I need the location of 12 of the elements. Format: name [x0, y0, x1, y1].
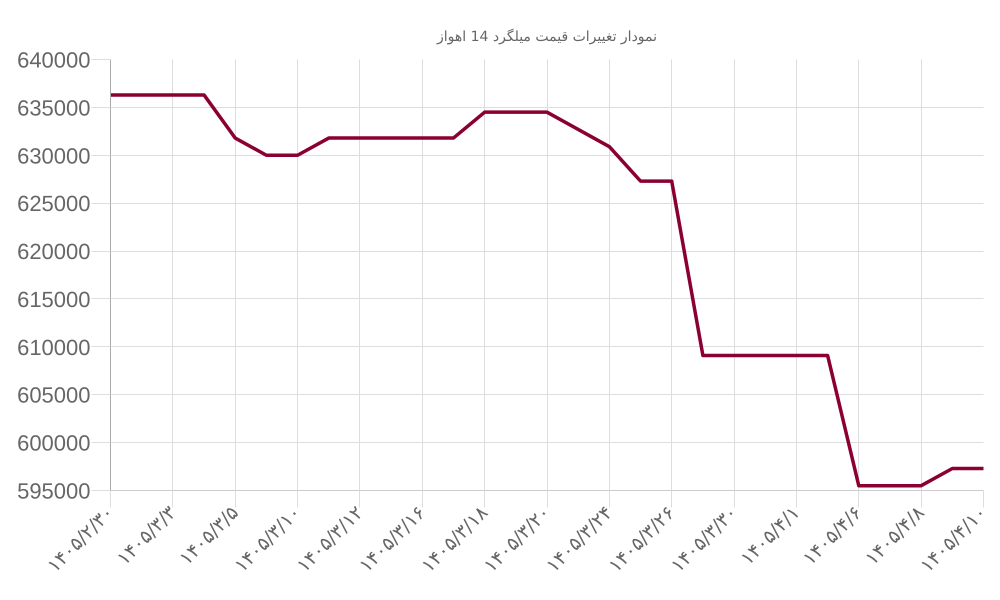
y-tick-label: 610000: [17, 334, 91, 360]
y-tick-label: 600000: [17, 430, 91, 456]
line-series: [110, 93, 984, 488]
y-tick-label: 615000: [17, 286, 91, 312]
y-tick-label: 635000: [17, 95, 91, 120]
y-tick-label: 640000: [17, 48, 91, 72]
y-tick-label: 620000: [17, 239, 91, 264]
y-tick-label: 605000: [17, 382, 91, 408]
chart-title: نمودار تغییرات قیمت میلگرد 14 اهواز: [436, 28, 658, 45]
y-tick-label: 595000: [17, 478, 91, 504]
y-tick-label: 625000: [17, 191, 91, 216]
y-tick-label: 630000: [17, 143, 91, 168]
